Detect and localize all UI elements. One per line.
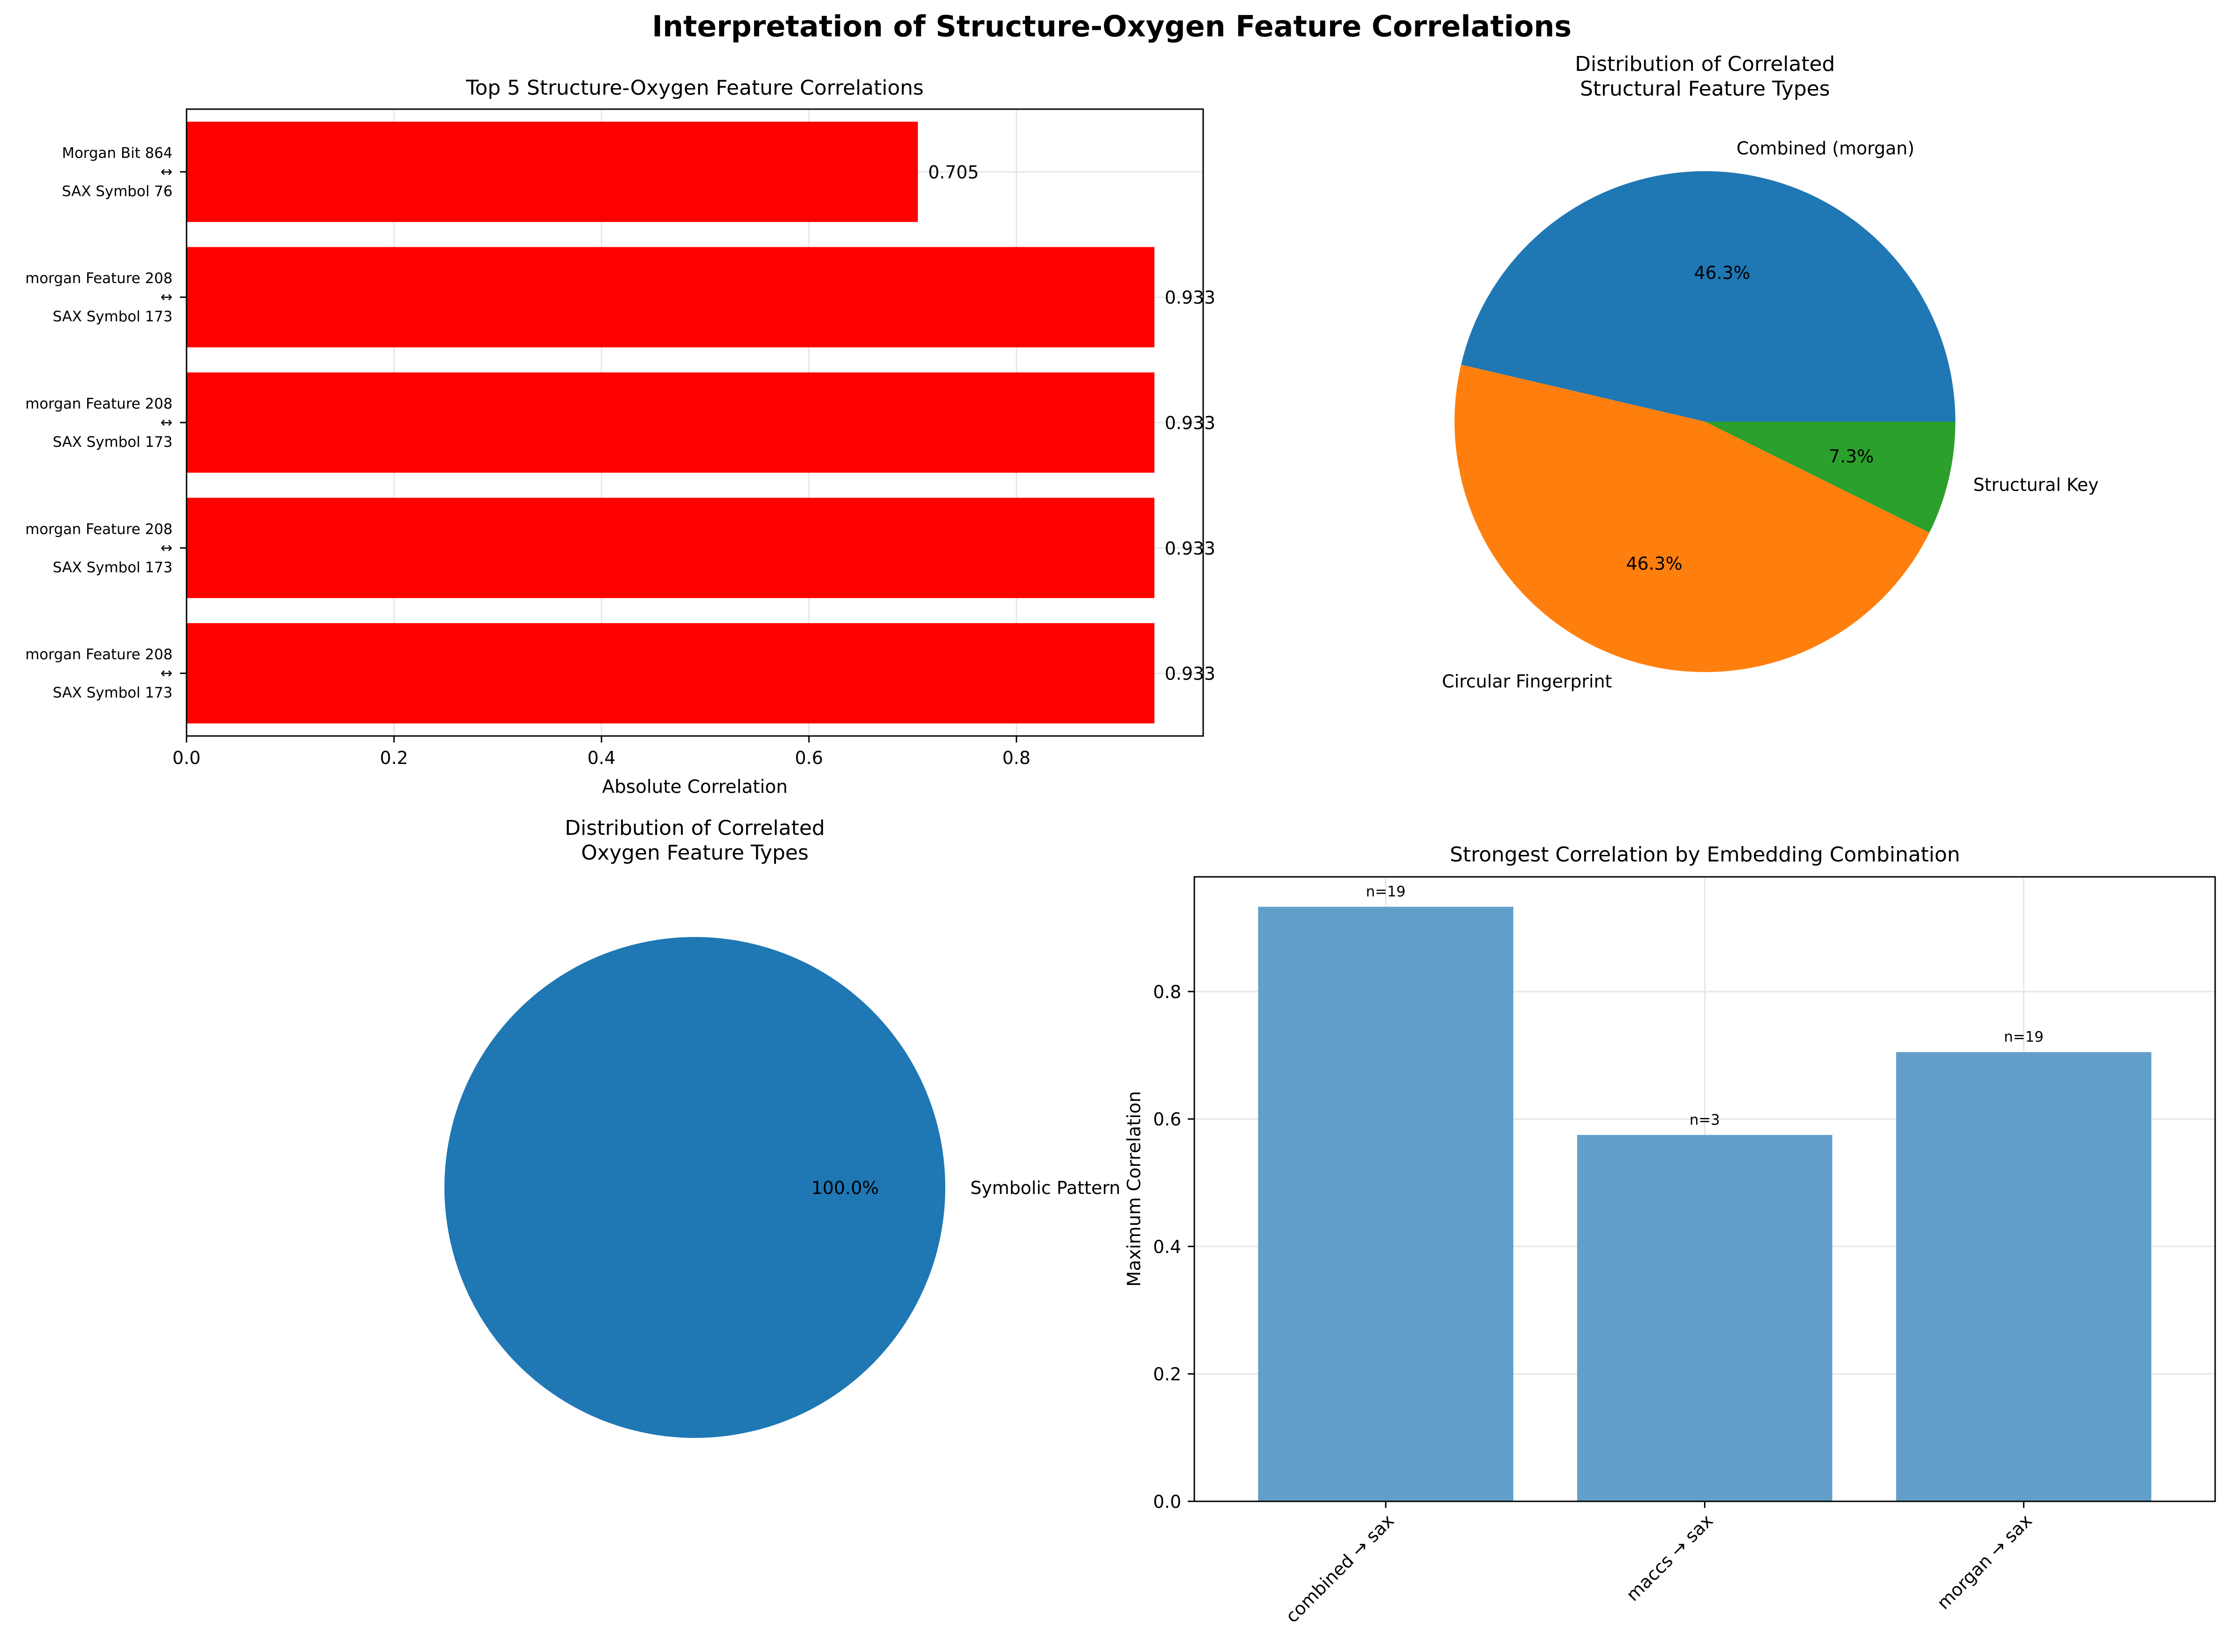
y-tick-label: ↔ xyxy=(160,163,173,180)
axes-frame xyxy=(186,108,1204,737)
y-tick-label: morgan Feature 208 xyxy=(25,270,173,287)
y-tick-label: ↔ xyxy=(160,665,173,682)
x-tick-label: morgan → sax xyxy=(1933,1510,2036,1613)
pie-percent-label: 100.0% xyxy=(811,1178,879,1198)
x-tick-label: 0.0 xyxy=(173,748,201,768)
bar xyxy=(187,372,1155,473)
y-tick-label: 0.0 xyxy=(1153,1492,1181,1512)
bar-count-label: n=19 xyxy=(1366,883,1406,900)
pie-slice xyxy=(444,937,945,1438)
bar-count-label: n=3 xyxy=(1690,1111,1720,1128)
y-tick-label: SAX Symbol 173 xyxy=(53,434,173,451)
pie-percent-label: 46.3% xyxy=(1694,263,1751,283)
pie-percent-label: 7.3% xyxy=(1829,446,1874,466)
chart-title-line-1: Distribution of Correlated xyxy=(565,816,825,840)
bar xyxy=(1577,1135,1833,1501)
x-tick-label: 0.4 xyxy=(588,748,616,768)
y-tick-label: ↔ xyxy=(160,289,173,305)
y-axis-label: Maximum Correlation xyxy=(1124,1091,1145,1287)
oxygen-feature-types-pie: Distribution of Correlated Oxygen Featur… xyxy=(444,816,1120,1438)
chart-title-line-2: Oxygen Feature Types xyxy=(581,841,809,865)
structural-feature-types-pie: Distribution of Correlated Structural Fe… xyxy=(1442,52,2099,692)
bar xyxy=(187,623,1155,724)
pie-slice-label: Combined (morgan) xyxy=(1737,138,1915,159)
y-tick-label: 0.2 xyxy=(1153,1364,1181,1385)
bar-value-label: 0.705 xyxy=(928,162,979,182)
bar xyxy=(1896,1052,2152,1501)
x-tick-label: 0.6 xyxy=(795,748,823,768)
axes-frame xyxy=(1193,876,2216,1502)
bar-value-label: 0.933 xyxy=(1164,287,1215,308)
x-tick-label: 0.8 xyxy=(1002,748,1030,768)
y-tick-label: morgan Feature 208 xyxy=(25,521,173,538)
chart-title: Top 5 Structure-Oxygen Feature Correlati… xyxy=(465,76,923,100)
bar xyxy=(187,121,918,222)
chart-title-line-2: Structural Feature Types xyxy=(1580,77,1830,101)
y-tick-label: 0.4 xyxy=(1153,1236,1181,1257)
bar-value-label: 0.933 xyxy=(1164,664,1215,684)
embedding-combination-bar-chart: Strongest Correlation by Embedding Combi… xyxy=(1124,843,2216,1627)
y-tick-label: SAX Symbol 173 xyxy=(53,559,173,576)
y-tick-label: 0.8 xyxy=(1153,982,1181,1002)
pie-slice xyxy=(1461,171,1955,422)
bar xyxy=(187,498,1155,598)
pie-slice-label: Structural Key xyxy=(1973,474,2099,495)
x-tick-label: maccs → sax xyxy=(1622,1510,1717,1605)
chart-title: Strongest Correlation by Embedding Combi… xyxy=(1450,843,1960,867)
x-tick-label: 0.2 xyxy=(380,748,408,768)
pie-slice-label: Symbolic Pattern xyxy=(970,1178,1121,1198)
pie-percent-label: 46.3% xyxy=(1626,553,1683,574)
bar-value-label: 0.933 xyxy=(1164,413,1215,433)
y-tick-label: Morgan Bit 864 xyxy=(62,145,173,161)
y-tick-label: SAX Symbol 173 xyxy=(53,685,173,701)
y-tick-label: 0.6 xyxy=(1153,1109,1181,1130)
bar xyxy=(187,247,1155,347)
bar xyxy=(1258,907,1514,1501)
y-tick-label: morgan Feature 208 xyxy=(25,646,173,663)
x-axis-label: Absolute Correlation xyxy=(602,777,788,798)
chart-title-line-1: Distribution of Correlated xyxy=(1575,52,1835,76)
pie-slice xyxy=(1455,364,1930,672)
y-tick-label: SAX Symbol 76 xyxy=(62,183,173,200)
pie-slice-label: Circular Fingerprint xyxy=(1442,671,1612,692)
pie-slice xyxy=(1705,422,1955,533)
top-correlations-bar-chart: Top 5 Structure-Oxygen Feature Correlati… xyxy=(25,76,1215,798)
y-tick-label: SAX Symbol 173 xyxy=(53,308,173,325)
y-tick-label: ↔ xyxy=(160,414,173,431)
figure-title: Interpretation of Structure-Oxygen Featu… xyxy=(652,9,1572,43)
x-tick-label: combined → sax xyxy=(1282,1510,1398,1627)
bar-count-label: n=19 xyxy=(2004,1029,2044,1046)
y-tick-label: ↔ xyxy=(160,540,173,556)
y-tick-label: morgan Feature 208 xyxy=(25,396,173,412)
bar-value-label: 0.933 xyxy=(1164,538,1215,559)
